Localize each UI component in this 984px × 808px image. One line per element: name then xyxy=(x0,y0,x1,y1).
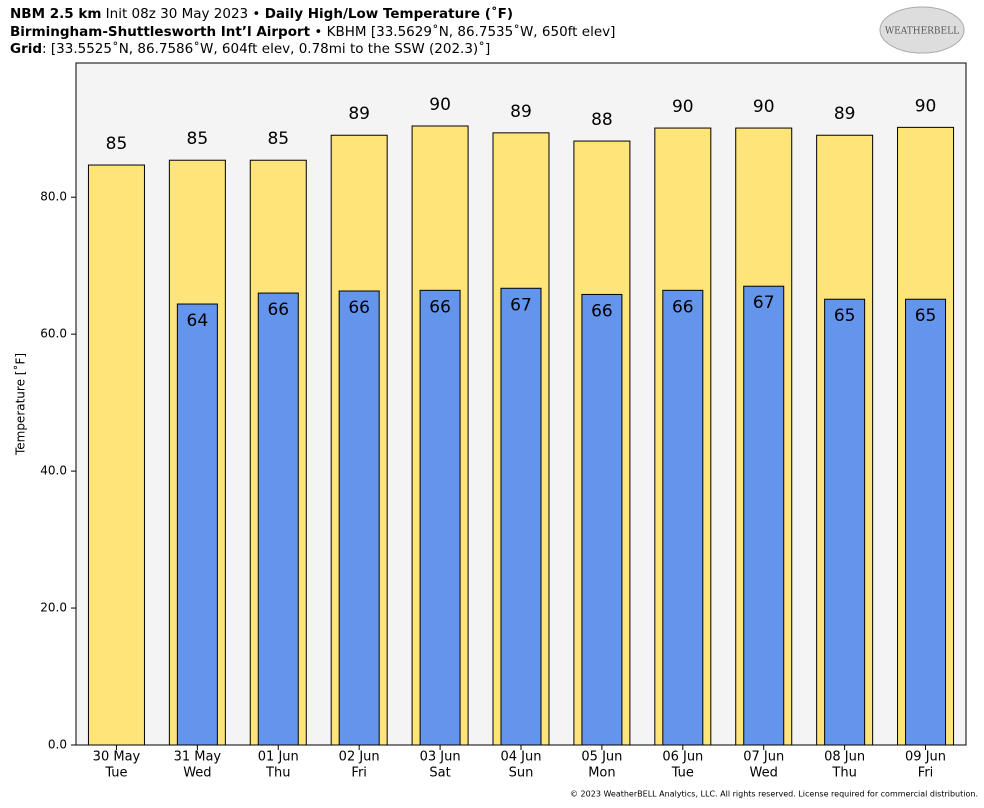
title-line: Birmingham-Shuttlesworth Int’l Airport •… xyxy=(10,23,615,40)
logo-badge xyxy=(879,6,965,54)
logo: WEATHERBELL xyxy=(885,27,959,37)
data-label: 90 xyxy=(672,97,694,117)
title-part: Daily High/Low Temperature (˚F) xyxy=(265,5,513,22)
data-label: 66 xyxy=(348,298,370,318)
data-label: 90 xyxy=(753,97,775,117)
y-tick-label: 80.0 xyxy=(40,190,67,204)
x-tick-day: Thu xyxy=(265,766,290,781)
x-tick-day: Tue xyxy=(104,766,127,781)
bar xyxy=(257,292,299,746)
y-tick-label: 40.0 xyxy=(40,464,67,478)
data-label: 67 xyxy=(753,293,775,313)
x-tick-label: 31 May xyxy=(174,750,222,765)
data-label: 89 xyxy=(510,102,532,122)
data-label: 65 xyxy=(834,306,856,326)
title-part: Grid xyxy=(10,41,42,57)
title-line: Grid: [33.5525˚N, 86.7586˚W, 604ft elev,… xyxy=(10,40,490,57)
data-label: 66 xyxy=(672,297,694,317)
title-part: Init 08z 30 May 2023 • xyxy=(101,6,264,22)
x-tick-day: Fri xyxy=(351,766,367,781)
x-tick-label: 04 Jun xyxy=(501,750,542,765)
title-line: NBM 2.5 km Init 08z 30 May 2023 • Daily … xyxy=(10,5,513,22)
bar xyxy=(662,289,704,746)
bar xyxy=(419,289,461,746)
x-tick-day: Thu xyxy=(831,766,856,781)
x-tick-label: 01 Jun xyxy=(258,750,299,765)
x-tick-day: Sun xyxy=(509,766,534,781)
x-tick-label: 05 Jun xyxy=(581,750,622,765)
y-tick-label: 20.0 xyxy=(40,601,67,615)
bar xyxy=(743,285,785,746)
bar xyxy=(338,290,380,746)
title-part: • KBHM [33.5629˚N, 86.7535˚W, 650ft elev… xyxy=(310,23,615,40)
x-tick-label: 09 Jun xyxy=(905,750,946,765)
y-axis-label: Temperature [˚F] xyxy=(13,353,28,456)
bar xyxy=(905,298,947,746)
x-tick-label: 06 Jun xyxy=(662,750,703,765)
x-tick-label: 08 Jun xyxy=(824,750,865,765)
title-part: Birmingham-Shuttlesworth Int’l Airport xyxy=(10,24,311,40)
data-label: 90 xyxy=(915,96,937,116)
data-label: 89 xyxy=(348,104,370,124)
bar xyxy=(176,303,218,746)
data-label: 67 xyxy=(510,295,532,315)
x-tick-day: Tue xyxy=(671,766,694,781)
bar xyxy=(500,287,542,746)
x-tick-day: Fri xyxy=(918,766,934,781)
x-tick-day: Wed xyxy=(183,766,211,781)
x-tick-day: Wed xyxy=(750,766,778,781)
data-label: 65 xyxy=(915,306,937,326)
data-label: 85 xyxy=(106,134,128,154)
data-label: 88 xyxy=(591,110,613,130)
x-tick-label: 07 Jun xyxy=(743,750,784,765)
data-label: 66 xyxy=(429,297,451,317)
x-tick-label: 30 May xyxy=(93,750,141,765)
bar xyxy=(824,298,866,746)
data-label: 85 xyxy=(187,129,209,149)
footer: © 2023 WeatherBELL Analytics, LLC. All r… xyxy=(570,790,978,799)
x-tick-label: 03 Jun xyxy=(420,750,461,765)
x-tick-day: Mon xyxy=(588,766,615,781)
data-label: 85 xyxy=(267,129,289,149)
title-part: : [33.5525˚N, 86.7586˚W, 604ft elev, 0.7… xyxy=(42,40,490,57)
y-tick-label: 0.0 xyxy=(48,738,67,752)
data-label: 66 xyxy=(591,301,613,321)
title-part: NBM 2.5 km xyxy=(10,6,101,22)
data-label: 66 xyxy=(267,300,289,320)
data-label: 64 xyxy=(187,311,209,331)
x-tick-label: 02 Jun xyxy=(339,750,380,765)
bar xyxy=(87,164,145,746)
x-tick-day: Sat xyxy=(429,766,450,781)
data-label: 90 xyxy=(429,95,451,115)
y-tick-label: 60.0 xyxy=(40,327,67,341)
data-label: 89 xyxy=(834,104,856,124)
bar xyxy=(581,293,623,746)
